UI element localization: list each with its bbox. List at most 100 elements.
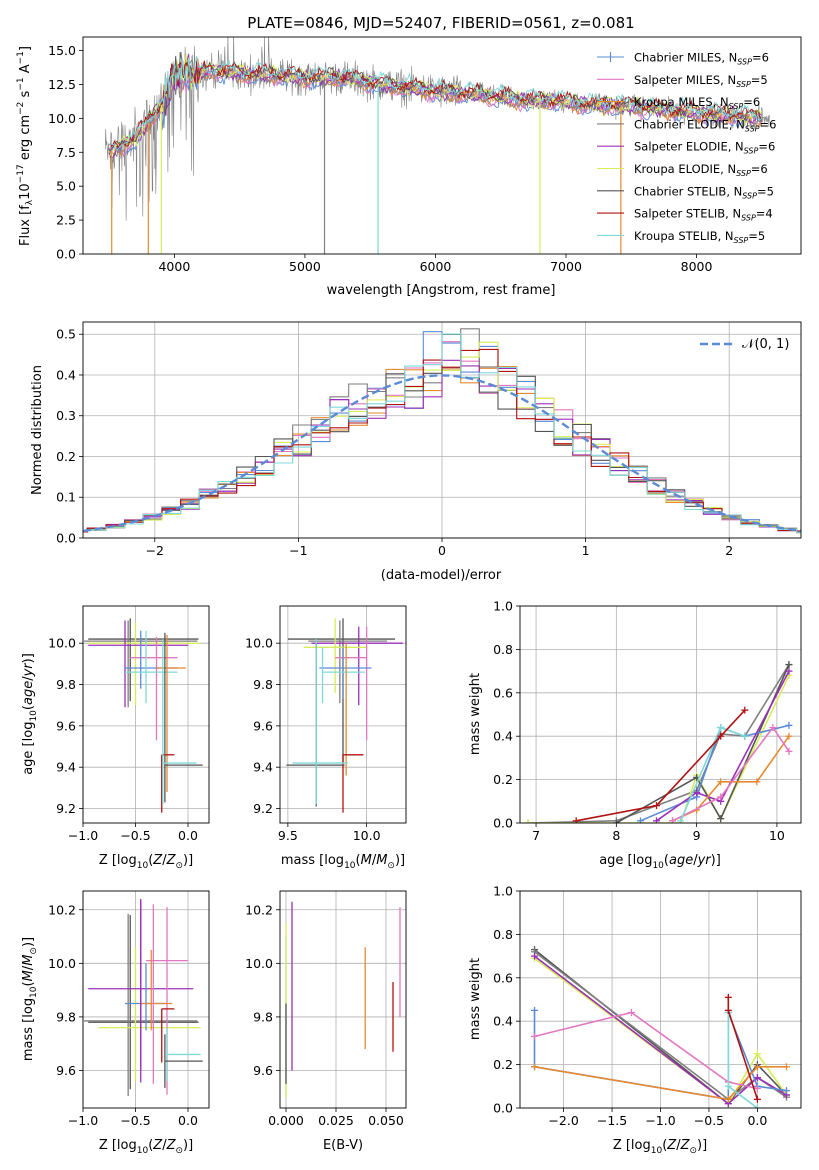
spectrum-panel-ytick-label: 0.0 [56,247,76,262]
age-z-panel-plot [84,618,203,813]
legend-label: 𝒩(0, 1) [742,337,789,352]
mass-weight-z-panel-ytick-label: 0.2 [493,1057,513,1072]
spectrum-panel-xtick-label: 7000 [550,259,582,274]
hist-panel-ytick-label: 0.1 [56,490,76,505]
spectrum-panel-plot [104,37,770,254]
mass-z-xlabel: Z [log10(Z/Z⊙)] [99,1138,193,1156]
spectrum-panel-xtick-label: 5000 [289,259,321,274]
legend-label: Kroupa STELIB, NSSP=5 [634,229,765,245]
mass-weight-z-panel-ytick-label: 0.8 [493,927,513,942]
mass-weight-age-panel-frame [519,605,802,824]
age-z-ylabel: age [log10(age/yr)] [21,653,39,775]
mass-weight-age-panel-ytick-label: 0.0 [493,816,513,831]
hist-panel: −2 −1 0 1 2 0.0 0.1 0.2 0.3 0.4 0.5 𝒩(0, 1) [56,321,802,558]
hist-panel-ytick-label: 0.0 [56,531,76,546]
age-z-xlabel: Z [log10(Z/Z⊙)] [99,853,193,871]
mass-ebv-panel-ytick-label: 9.8 [253,1009,273,1024]
legend-label: Salpeter MILES, NSSP=5 [634,73,768,89]
hist-panel-xtick-label: 0 [438,543,446,558]
spectrum-panel-ytick-label: 10.0 [48,111,76,126]
mass-weight-z-panel-ytick-label: 0.0 [493,1101,513,1116]
spectrum-title: PLATE=0846, MJD=52407, FIBERID=0561, z=0… [247,14,634,32]
mass-weight-age-panel-plot [524,661,793,823]
mass-weight-z-panel-ytick-label: 0.6 [493,970,513,985]
mass-ebv-panel-xtick-label: 0.050 [368,1113,404,1128]
age-mass-panel-ytick-label: 9.6 [253,718,273,733]
legend-label: Salpeter STELIB, NSSP=4 [634,207,773,223]
age-mass-panel-ytick-label: 10.0 [245,636,273,651]
age-z-panel-xtick-label: −1.0 [68,828,98,843]
age-mass-panel-plot [286,618,403,813]
mass-weight-line [672,735,790,822]
mass-weight-line [615,664,790,823]
mass-ebv-panel-ytick-label: 9.6 [253,1063,273,1078]
hist-panel-ytick-label: 0.3 [56,408,76,423]
mass-z-panel-xtick-label: −0.5 [120,1113,150,1128]
mw-age-ylabel: mass weight [468,673,483,755]
model-spectrum-salpeter-stelib [108,60,763,150]
mass-ebv-panel-ytick-label: 10.2 [245,902,273,917]
age-z-panel-ytick-label: 9.8 [56,677,76,692]
mw-z-ylabel: mass weight [468,958,483,1040]
mass-weight-line [534,955,787,1105]
spectrum-xlabel: wavelength [Angstrom, rest frame] [327,283,556,298]
mass-weight-z-panel-ytick-label: 0.4 [493,1014,513,1029]
mass-weight-line [534,951,787,1101]
age-z-panel-ytick-label: 9.4 [56,760,76,775]
mass-z-panel-xtick-label: 0.0 [178,1113,198,1128]
legend-label: Kroupa MILES, NSSP=6 [634,95,760,111]
spectrum-panel-ytick-label: 2.5 [56,213,76,228]
spectrum-panel: 4000 5000 6000 7000 8000 0.0 2.5 5.0 7.5 10.0 12.5… [48,36,802,274]
mass-weight-z-panel-xtick-label: 0.0 [747,1113,767,1128]
mass-ebv-panel-plot [285,901,401,1098]
spectrum-panel-xtick-label: 8000 [681,259,713,274]
age-z-panel: −1.0 −0.5 0.0 9.2 9.4 9.6 9.8 10.0 [48,605,210,843]
mass-weight-age-panel-xtick-label: 10 [769,828,785,843]
mass-ebv-panel-xtick-label: 0.025 [318,1113,354,1128]
mass-weight-age-panel-ytick-label: 0.6 [493,685,513,700]
age-mass-panel-ytick-label: 9.8 [253,677,273,692]
mass-ebv-panel: 0.000 0.025 0.050 9.6 9.8 10.0 10.2 [245,890,407,1128]
legend-label: Chabrier MILES, NSSP=6 [634,51,769,67]
mass-weight-age-panel-xtick-label: 9 [693,828,701,843]
model-spectrum-chabrier-stelib [108,52,763,152]
hist-panel-ytick-label: 0.4 [56,367,76,382]
age-z-panel-xtick-label: 0.0 [178,828,198,843]
age-mass-panel-ytick-label: 9.2 [253,801,273,816]
mass-z-panel-plot [84,899,203,1096]
mass-z-panel-xtick-label: −1.0 [68,1113,98,1128]
age-z-panel-frame [82,605,210,824]
mass-weight-z-panel-xtick-label: −1.5 [597,1113,627,1128]
mass-ebv-panel-frame [279,890,407,1109]
spectrum-ylabel: Flux [fλ10−17 erg cm−2 s−1 A−1] [16,46,35,246]
mass-weight-line [534,1011,758,1090]
mass-weight-age-panel-xtick-label: 8 [612,828,620,843]
legend-label: Salpeter ELODIE, NSSP=6 [634,140,775,156]
mass-weight-age-panel-ytick-label: 0.2 [493,772,513,787]
mass-weight-z-panel-frame [519,890,802,1109]
legend-label: Chabrier ELODIE, NSSP=6 [634,117,776,133]
mass-weight-z-panel-plot [531,946,790,1108]
mass-z-panel-ytick-label: 10.0 [48,956,76,971]
mass-weight-age-panel-xtick-label: 7 [532,828,540,843]
mass-ebv-xlabel: E(B-V) [323,1138,363,1153]
mass-weight-z-panel-xtick-label: −0.5 [694,1113,724,1128]
mass-z-panel-ytick-label: 9.8 [56,1009,76,1024]
spectrum-panel-ytick-label: 12.5 [48,77,76,92]
legend-label: Chabrier STELIB, NSSP=5 [634,184,774,200]
hist-panel-xtick-label: −1 [289,543,307,558]
mass-weight-age-panel-ytick-label: 0.8 [493,642,513,657]
mass-weight-z-panel-xtick-label: −1.0 [645,1113,675,1128]
mw-age-xlabel: age [log10(age/yr)] [599,853,721,871]
histogram-chabrier-stelib [83,333,801,533]
mass-z-panel-frame [82,890,210,1109]
age-z-panel-ytick-label: 10.0 [48,636,76,651]
mass-z-panel-ytick-label: 9.6 [56,1063,76,1078]
mass-ebv-panel-xtick-label: 0.000 [268,1113,304,1128]
mass-z-panel: −1.0 −0.5 0.0 9.6 9.8 10.0 10.2 [48,890,210,1128]
spectrum-panel-xtick-label: 4000 [158,259,190,274]
mass-weight-age-panel-ytick-label: 1.0 [493,599,513,614]
mass-weight-line [534,957,788,1105]
hist-panel-ytick-label: 0.5 [56,327,76,342]
